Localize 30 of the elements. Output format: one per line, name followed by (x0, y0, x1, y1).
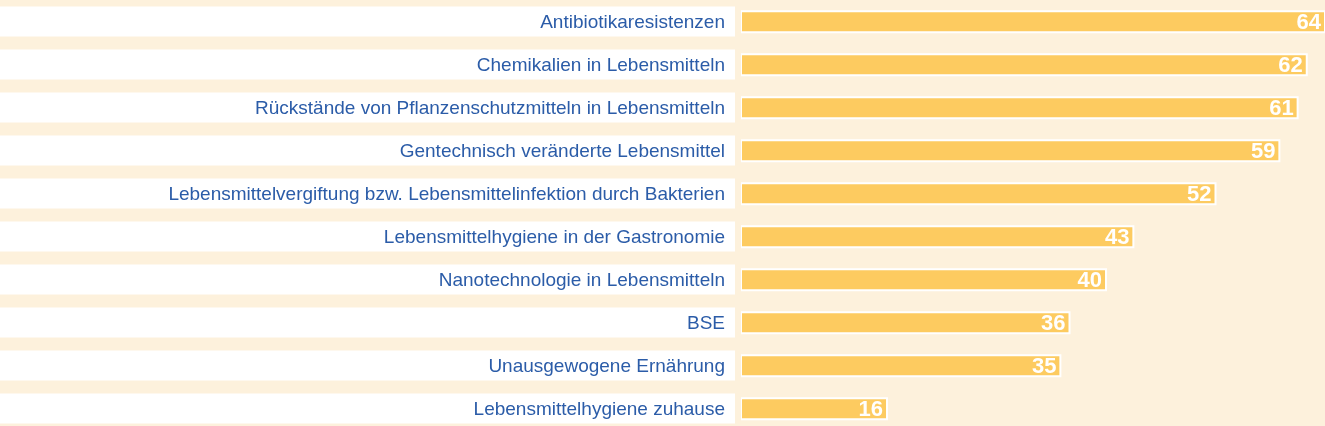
y-tick-label: Rückstände von Pflanzenschutzmitteln in Lebensmitteln (255, 97, 725, 119)
bar (741, 182, 1217, 206)
bar (741, 96, 1299, 120)
bar (741, 354, 1062, 378)
data-label: 36 (1041, 310, 1066, 336)
y-tick-label: Lebensmittelvergiftung bzw. Lebensmittelinfektion durch Bakterien (168, 183, 725, 205)
y-tick-label: Lebensmittelhygiene in der Gastronomie (383, 226, 725, 248)
y-tick-label: BSE (686, 312, 725, 334)
data-label: 40 (1077, 267, 1102, 293)
data-label: 43 (1104, 224, 1130, 250)
y-tick-label: Antibiotikaresistenzen (540, 11, 725, 33)
data-label: 16 (858, 396, 883, 422)
y-tick-label: Unausgewogene Ernährung (488, 355, 725, 377)
bar (741, 10, 1325, 34)
y-tick-label: Chemikalien in Lebensmitteln (476, 54, 725, 76)
bar (741, 53, 1308, 77)
bar (741, 225, 1135, 249)
y-tick-label: Lebensmittelhygiene zuhause (473, 398, 725, 420)
data-label: 52 (1187, 181, 1212, 207)
data-label: 64 (1296, 9, 1322, 35)
data-label: 62 (1278, 52, 1303, 78)
bar (741, 311, 1071, 335)
data-label: 59 (1250, 138, 1276, 164)
data-label: 35 (1031, 353, 1057, 379)
data-label: 61 (1269, 95, 1294, 121)
bar (741, 268, 1107, 292)
y-tick-label: Gentechnisch veränderte Lebensmittel (399, 140, 725, 162)
y-tick-label: Nanotechnologie in Lebensmitteln (438, 269, 725, 291)
bar (741, 397, 888, 421)
bar (741, 139, 1281, 163)
